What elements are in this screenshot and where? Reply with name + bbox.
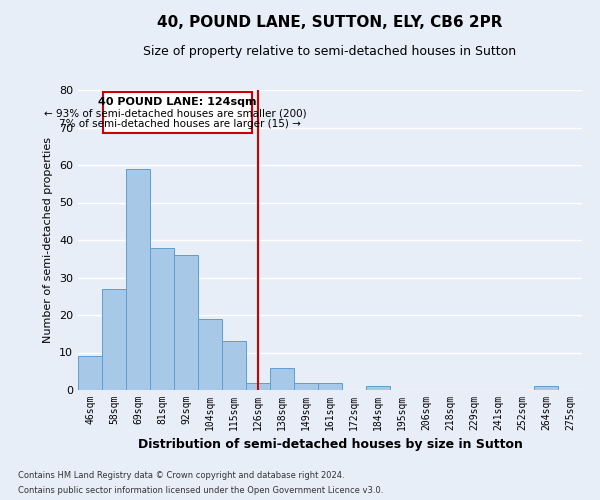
Text: 40, POUND LANE, SUTTON, ELY, CB6 2PR: 40, POUND LANE, SUTTON, ELY, CB6 2PR [157, 15, 503, 30]
Text: 40 POUND LANE: 124sqm: 40 POUND LANE: 124sqm [98, 97, 257, 107]
Text: Size of property relative to semi-detached houses in Sutton: Size of property relative to semi-detach… [143, 45, 517, 58]
Bar [534, 386, 558, 390]
Bar [270, 368, 294, 390]
Bar [102, 289, 126, 390]
Text: ← 93% of semi-detached houses are smaller (200): ← 93% of semi-detached houses are smalle… [44, 108, 307, 118]
Bar [78, 356, 102, 390]
Bar [198, 319, 222, 390]
Bar [294, 382, 318, 390]
Bar [366, 386, 390, 390]
X-axis label: Distribution of semi-detached houses by size in Sutton: Distribution of semi-detached houses by … [137, 438, 523, 452]
Bar [150, 248, 174, 390]
Bar [246, 382, 270, 390]
Bar [126, 169, 150, 390]
Text: Contains HM Land Registry data © Crown copyright and database right 2024.: Contains HM Land Registry data © Crown c… [18, 471, 344, 480]
Bar [318, 382, 342, 390]
Text: 7% of semi-detached houses are larger (15) →: 7% of semi-detached houses are larger (1… [59, 119, 301, 129]
Bar [222, 341, 246, 390]
Bar [103, 92, 252, 133]
Bar [174, 255, 198, 390]
Text: Contains public sector information licensed under the Open Government Licence v3: Contains public sector information licen… [18, 486, 383, 495]
Y-axis label: Number of semi-detached properties: Number of semi-detached properties [43, 137, 53, 343]
